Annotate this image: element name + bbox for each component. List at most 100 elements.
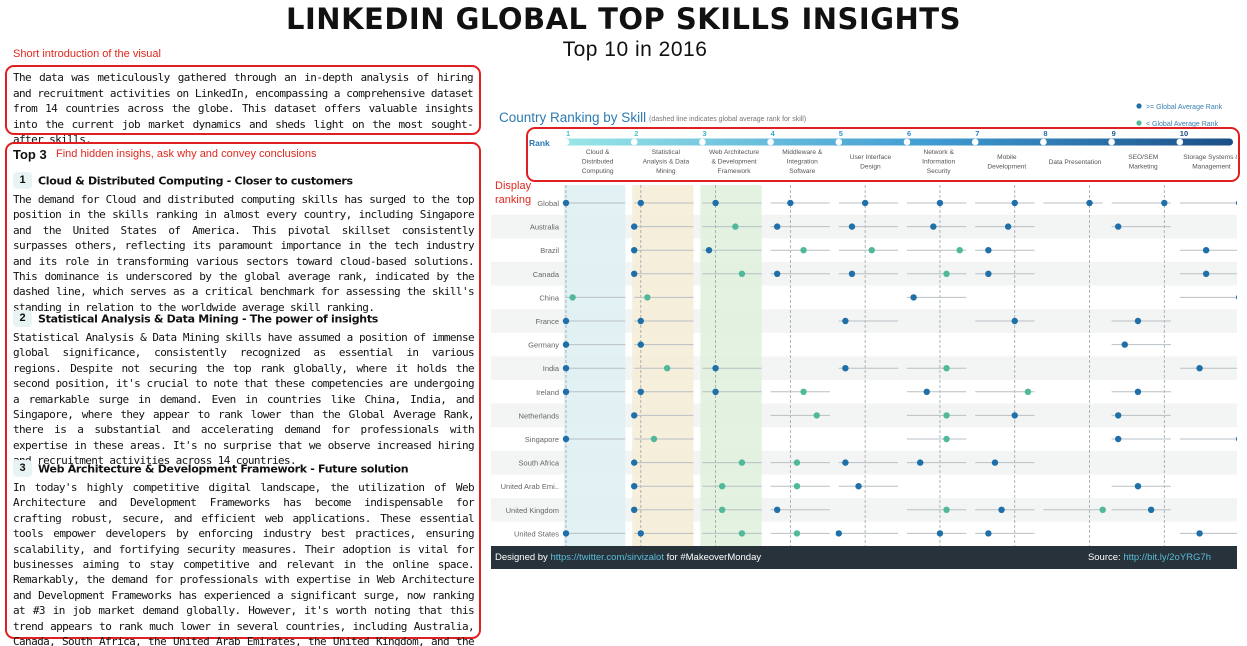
rank-number: 6 — [907, 129, 911, 138]
rank-dot — [943, 506, 950, 513]
rank-label: Rank — [529, 138, 550, 148]
ranking-chart: Country Ranking by Skill (dashed line ind… — [491, 103, 1237, 546]
skill-header-label: Information — [922, 159, 955, 166]
rank-dot — [631, 483, 638, 490]
insight-body: Statistical Analysis & Data Mining skill… — [13, 331, 475, 468]
rank-dot — [985, 270, 992, 277]
rank-dot — [848, 270, 856, 277]
rank-dot — [1004, 223, 1012, 230]
insight-title: Statistical Analysis & Data Mining - The… — [38, 312, 379, 326]
display-ranking-annotation: Display ranking — [495, 179, 531, 207]
top-skill-column — [700, 185, 762, 546]
insight-1: 1 Cloud & Distributed Computing - Closer … — [13, 172, 475, 315]
rank-dot — [562, 365, 570, 372]
insight-title: Cloud & Distributed Computing - Closer t… — [38, 174, 353, 188]
display-annotation-line-1: Display — [495, 180, 532, 192]
rank-header-box — [526, 127, 1240, 182]
rank-dot — [855, 483, 862, 490]
legend-label: < Global Average Rank — [1146, 121, 1219, 128]
insight-number: 1 — [13, 172, 32, 190]
rank-dot — [562, 317, 570, 325]
viz-title-note: (dashed line indicates global average ra… — [649, 116, 806, 123]
rank-dot — [562, 388, 570, 395]
rank-dot — [943, 412, 950, 419]
rank-dot — [936, 199, 944, 207]
country-label: United Arab Emi.. — [501, 482, 559, 491]
rank-dot — [1134, 483, 1142, 490]
rank-dot — [936, 530, 944, 537]
rank-dot — [773, 270, 781, 277]
rank-dot — [637, 317, 644, 325]
country-label: United States — [514, 529, 559, 538]
rank-dot — [712, 365, 719, 372]
rank-dot — [1134, 317, 1142, 325]
rank-dot — [842, 459, 849, 466]
rank-dot — [868, 247, 875, 254]
rank-node — [767, 138, 774, 146]
rank-dot — [637, 388, 644, 395]
country-label: Global — [537, 199, 559, 208]
rank-dot — [562, 341, 570, 348]
rank-number: 10 — [1180, 129, 1188, 138]
rank-dot — [1011, 412, 1018, 419]
rank-dot — [631, 247, 638, 254]
rank-node — [971, 138, 979, 146]
rank-dot — [569, 294, 576, 301]
rank-dot — [1114, 223, 1122, 230]
rank-dot — [1235, 436, 1237, 442]
intro-box — [5, 65, 481, 135]
rank-dot — [1114, 412, 1122, 419]
country-label: Ireland — [536, 388, 559, 397]
rank-dot — [718, 483, 726, 490]
skill-header-label: Middleware & — [782, 149, 823, 156]
skill-header-label: Management — [1192, 164, 1231, 171]
rank-dot — [956, 247, 963, 254]
intro-annotation: Short introduction of the visual — [13, 48, 161, 60]
skill-header-label: Marketing — [1129, 164, 1158, 171]
rank-number: 4 — [771, 129, 776, 138]
rank-dot — [631, 412, 638, 419]
skill-header-label: Mining — [656, 168, 676, 175]
skill-header-label: Security — [927, 168, 952, 175]
insight-number: 3 — [13, 460, 32, 478]
rank-dot — [848, 223, 856, 230]
skill-header-label: Analysis & Data — [643, 159, 690, 166]
rank-dot — [835, 530, 842, 537]
rank-number: 9 — [1112, 129, 1116, 138]
rank-dot — [738, 530, 746, 537]
rank-dot — [562, 435, 570, 443]
rank-dot — [1196, 530, 1203, 537]
rank-node — [630, 138, 638, 146]
rank-dot — [637, 199, 644, 207]
rank-dot — [1099, 506, 1106, 513]
top3-box — [5, 142, 481, 639]
skill-header-label: & Development — [712, 159, 757, 166]
top3-heading: Top 3 — [13, 147, 47, 162]
footer-source-link[interactable]: http://bit.ly/2oYRG7h — [1123, 552, 1211, 563]
ranking-visual: Country Ranking by Skill (dashed line ind… — [491, 98, 1237, 569]
rank-node — [835, 138, 843, 146]
page-subtitle: Top 10 in 2016 — [562, 38, 708, 61]
rank-dot — [1202, 270, 1210, 277]
footer-designed-by: Designed by — [495, 552, 548, 563]
rank-dot — [985, 247, 992, 254]
rank-dot — [943, 435, 950, 443]
skill-header-label: Computing — [582, 168, 614, 175]
viz-title: Country Ranking by Skill — [499, 110, 646, 125]
rank-node — [1108, 138, 1115, 146]
rank-dot — [985, 530, 992, 537]
rank-node — [562, 138, 570, 146]
country-label: Netherlands — [519, 411, 560, 420]
rank-dot — [1235, 294, 1237, 300]
footer-twitter-link[interactable]: https://twitter.com/sirvizalot — [550, 552, 664, 563]
country-label: China — [539, 293, 559, 302]
rank-number: 1 — [566, 129, 570, 138]
rank-dot — [813, 412, 820, 419]
skill-header-label: Cloud & — [586, 149, 610, 156]
rank-dot — [1235, 200, 1237, 206]
rank-dot — [650, 435, 658, 443]
rank-dot — [705, 247, 713, 254]
viz-footer: Designed by https://twitter.com/sirvizal… — [491, 546, 1237, 569]
skill-header-label: Network & — [923, 149, 954, 156]
rank-dot — [1121, 341, 1128, 348]
